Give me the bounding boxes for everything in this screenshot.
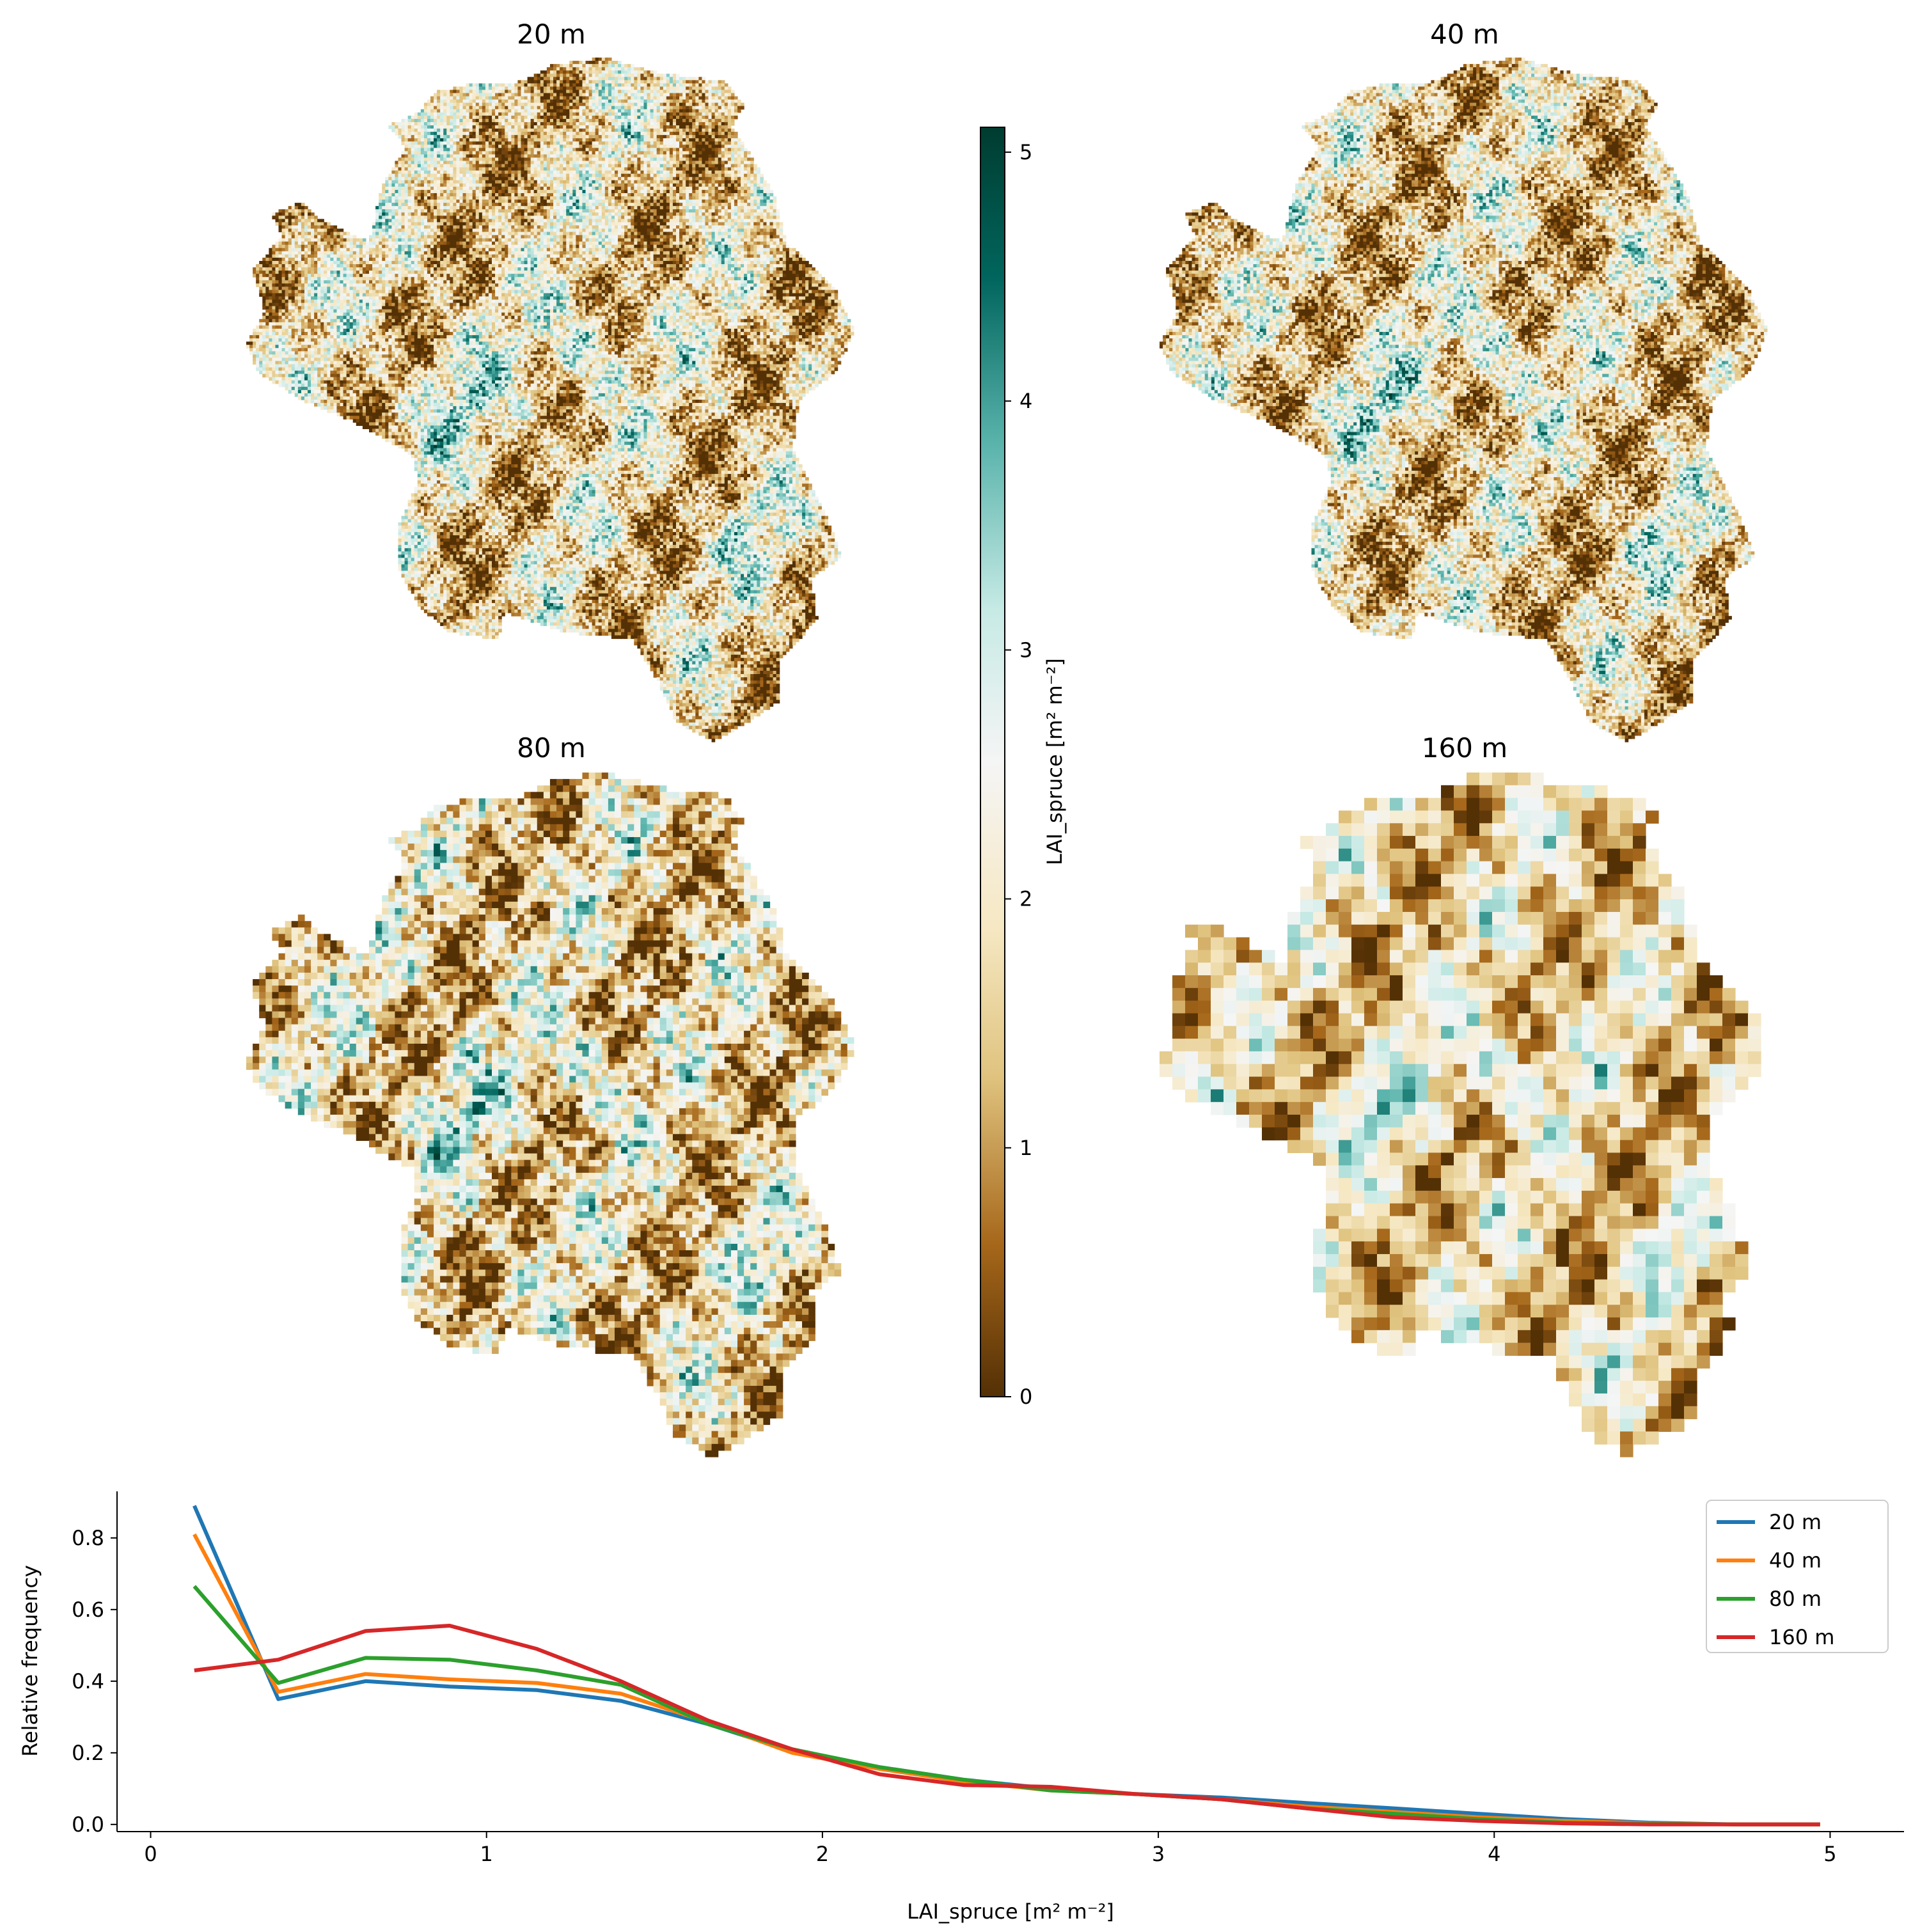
series-line-160m [194, 1626, 1820, 1825]
legend-label: 20 m [1769, 1510, 1822, 1534]
map-panel-160m [1160, 773, 1761, 1457]
legend-label: 40 m [1769, 1548, 1822, 1573]
histogram-line-chart: 0 1 2 3 4 5 0.0 0.2 0.4 0.6 0.8 LAI_spruce [m² m⁻… [18, 1491, 1904, 1924]
chart-legend: 20 m 40 m 80 m 160 m [1706, 1500, 1888, 1653]
y-tick-label: 0.6 [72, 1598, 104, 1622]
map-panel-80m [246, 773, 854, 1457]
y-tick-label: 0.0 [72, 1812, 104, 1837]
map-title-20m: 20 m [517, 19, 586, 50]
colorbar-tick-label: 4 [1019, 389, 1032, 413]
series-line-40m [194, 1534, 1820, 1825]
x-tick-label: 4 [1488, 1842, 1500, 1866]
legend-label: 80 m [1769, 1587, 1822, 1611]
colorbar-label: LAI_spruce [m² m⁻²] [1043, 658, 1067, 865]
x-tick-label: 2 [816, 1842, 829, 1866]
colorbar-tick-label: 0 [1019, 1385, 1032, 1409]
colorbar-gradient [980, 127, 1005, 1397]
colorbar: 0 1 2 3 4 5 LAI_spruce [m² m⁻²] [980, 127, 1067, 1409]
colorbar-tick-label: 5 [1019, 140, 1032, 164]
series-line-80m [194, 1586, 1820, 1824]
x-tick-label: 1 [480, 1842, 493, 1866]
series-line-20m [194, 1505, 1820, 1824]
map-panel-40m [1160, 58, 1767, 742]
y-axis-label: Relative frequency [18, 1565, 42, 1757]
x-tick-label: 3 [1152, 1842, 1165, 1866]
colorbar-tick-label: 2 [1019, 887, 1032, 911]
x-axis-label: LAI_spruce [m² m⁻²] [907, 1899, 1114, 1924]
map-title-40m: 40 m [1430, 19, 1499, 50]
map-title-160m: 160 m [1422, 732, 1507, 764]
colorbar-tick-label: 1 [1019, 1136, 1032, 1160]
x-tick-label: 5 [1823, 1842, 1836, 1866]
map-title-80m: 80 m [517, 732, 586, 764]
y-tick-label: 0.2 [72, 1741, 104, 1765]
legend-label: 160 m [1769, 1625, 1834, 1649]
x-tick-label: 0 [144, 1842, 157, 1866]
y-tick-label: 0.4 [72, 1669, 104, 1693]
y-tick-label: 0.8 [72, 1526, 104, 1550]
colorbar-tick-label: 3 [1019, 638, 1032, 662]
map-panel-20m [246, 58, 854, 742]
